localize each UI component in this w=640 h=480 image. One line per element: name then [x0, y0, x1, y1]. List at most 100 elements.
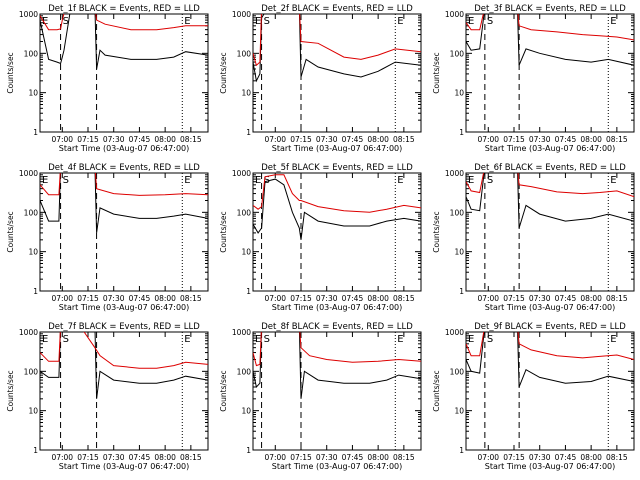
y-axis-label: Counts/sec	[432, 52, 441, 93]
y-tick-label: 10	[28, 89, 38, 98]
plot-title: Det_5f BLACK = Events, RED = LLD	[261, 163, 413, 173]
plot-title: Det_6f BLACK = Events, RED = LLD	[474, 163, 626, 173]
events-series-line	[253, 178, 421, 240]
x-tick-label: 08:15	[393, 453, 415, 462]
x-tick-label: 07:15	[77, 135, 99, 144]
x-tick-label: 07:30	[529, 453, 551, 462]
plot-panel-6: Det_6f BLACK = Events, RED = LLD 1 10 100 10…	[432, 163, 635, 312]
x-tick-label: 07:00	[264, 135, 286, 144]
event-marker-label: E	[255, 16, 261, 27]
x-tick-label: 07:45	[129, 453, 151, 462]
plot-title: Det_2f BLACK = Events, RED = LLD	[261, 4, 413, 14]
events-series-line	[40, 14, 208, 70]
x-tick-label: 07:30	[316, 294, 338, 303]
x-tick-label: 08:15	[180, 453, 202, 462]
x-tick-label: 07:30	[103, 135, 125, 144]
event-marker-label: E	[184, 334, 190, 345]
y-tick-label: 1	[33, 128, 38, 137]
plot-panel-5: Det_5f BLACK = Events, RED = LLD 1 10 100 10…	[219, 163, 422, 312]
x-tick-label: 08:15	[180, 294, 202, 303]
x-tick-label: 07:00	[51, 294, 73, 303]
x-tick-label: 07:30	[316, 453, 338, 462]
events-series-line	[466, 332, 634, 388]
y-tick-label: 1000	[19, 169, 38, 178]
y-axis-label: Counts/sec	[432, 211, 441, 252]
y-tick-label: 10	[28, 248, 38, 257]
x-tick-label: 07:30	[103, 294, 125, 303]
x-axis-label: Start Time (03-Aug-07 06:47:00)	[59, 303, 190, 312]
y-axis-label: Counts/sec	[219, 211, 228, 252]
plot-title: Det_3f BLACK = Events, RED = LLD	[474, 4, 626, 14]
x-tick-label: 07:30	[103, 453, 125, 462]
y-tick-label: 100	[450, 49, 465, 58]
plot-panel-3: Det_3f BLACK = Events, RED = LLD 1 10 100 10…	[432, 4, 635, 153]
event-marker-label: S	[264, 16, 270, 27]
event-marker-label: S	[264, 175, 270, 186]
x-tick-label: 07:45	[555, 294, 577, 303]
y-tick-label: 100	[450, 367, 465, 376]
x-tick-label: 07:45	[555, 135, 577, 144]
plot-panel-4: Det_4f BLACK = Events, RED = LLD 1 10 100 10…	[6, 163, 209, 312]
y-tick-label: 1000	[232, 328, 251, 337]
x-tick-label: 07:30	[529, 294, 551, 303]
y-tick-label: 1	[33, 446, 38, 455]
event-marker-label: E	[610, 175, 616, 186]
x-tick-label: 08:00	[154, 294, 176, 303]
plot-panel-2: Det_2f BLACK = Events, RED = LLD 1 10 100 10…	[219, 4, 422, 153]
event-marker-label: E	[468, 175, 474, 186]
event-marker-label: S	[487, 175, 493, 186]
x-tick-label: 07:15	[503, 453, 525, 462]
x-tick-label: 07:00	[51, 453, 73, 462]
x-tick-label: 08:00	[367, 294, 389, 303]
event-marker-label: S	[487, 16, 493, 27]
event-marker-label: S	[264, 334, 270, 345]
plot-frame	[39, 13, 209, 133]
event-marker-label: E	[468, 16, 474, 27]
x-tick-label: 07:00	[477, 294, 499, 303]
event-marker-label: S	[63, 334, 69, 345]
y-tick-label: 100	[24, 367, 39, 376]
x-axis-label: Start Time (03-Aug-07 06:47:00)	[272, 144, 403, 153]
plot-frame	[465, 331, 635, 451]
y-tick-label: 10	[241, 89, 251, 98]
x-tick-label: 08:00	[580, 453, 602, 462]
events-series-line	[466, 14, 634, 66]
plot-panel-8: Det_8f BLACK = Events, RED = LLD 1 10 100 10…	[219, 322, 422, 471]
x-tick-label: 08:00	[367, 135, 389, 144]
plot-frame	[252, 172, 422, 292]
lld-series-line	[466, 173, 634, 198]
event-marker-label: E	[42, 175, 48, 186]
lld-series-line	[466, 332, 634, 360]
y-tick-label: 1	[246, 128, 251, 137]
y-axis-label: Counts/sec	[6, 370, 15, 411]
event-marker-label: E	[184, 175, 190, 186]
event-marker-label: E	[255, 334, 261, 345]
event-marker-label: E	[468, 334, 474, 345]
plot-frame	[465, 13, 635, 133]
y-tick-label: 10	[454, 89, 464, 98]
x-tick-label: 08:15	[606, 135, 628, 144]
lld-series-line	[466, 14, 634, 41]
x-tick-label: 07:45	[555, 453, 577, 462]
y-tick-label: 1000	[445, 328, 464, 337]
y-tick-label: 1	[459, 128, 464, 137]
plot-panel-1: Det_1f BLACK = Events, RED = LLD 1 10 100 10…	[6, 4, 209, 153]
y-tick-label: 10	[241, 407, 251, 416]
lld-series-line	[40, 14, 208, 31]
plot-frame	[39, 172, 209, 292]
y-tick-label: 10	[241, 248, 251, 257]
y-tick-label: 1	[459, 287, 464, 296]
x-tick-label: 07:00	[477, 135, 499, 144]
y-tick-label: 100	[450, 208, 465, 217]
x-tick-label: 07:15	[503, 135, 525, 144]
plot-frame	[465, 172, 635, 292]
x-axis-label: Start Time (03-Aug-07 06:47:00)	[485, 303, 616, 312]
event-marker-label: E	[610, 16, 616, 27]
x-tick-label: 07:15	[290, 294, 312, 303]
plot-frame	[252, 331, 422, 451]
y-tick-label: 1000	[232, 10, 251, 19]
y-tick-label: 1000	[232, 169, 251, 178]
y-tick-label: 100	[24, 49, 39, 58]
y-tick-label: 1000	[19, 10, 38, 19]
events-series-line	[40, 332, 208, 399]
